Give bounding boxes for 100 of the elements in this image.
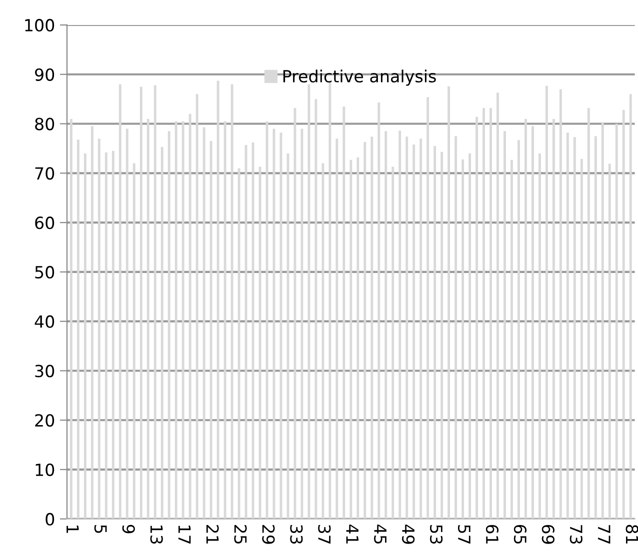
x-tick-label: 49 xyxy=(402,524,415,544)
bar xyxy=(154,85,156,519)
x-tick-label: 29 xyxy=(262,525,275,544)
bar xyxy=(314,99,318,519)
bar xyxy=(398,130,402,519)
bar xyxy=(587,108,590,519)
bar xyxy=(420,138,422,519)
x-tick-label: 81 xyxy=(626,524,638,544)
bar xyxy=(406,136,408,519)
bar xyxy=(118,84,122,519)
bar xyxy=(356,157,360,519)
y-tick-label: 70 xyxy=(35,167,54,180)
bar xyxy=(378,102,380,519)
x-tick-label: 17 xyxy=(178,526,191,544)
y-tick-label: 0 xyxy=(46,512,54,526)
bar xyxy=(364,142,366,519)
bar xyxy=(76,140,80,519)
bar xyxy=(601,122,604,519)
bar xyxy=(510,160,513,519)
bar xyxy=(140,86,142,519)
bar xyxy=(504,131,506,519)
bar xyxy=(608,164,611,519)
bar xyxy=(392,166,394,519)
bar xyxy=(202,127,206,519)
bar xyxy=(412,144,416,519)
bar xyxy=(112,150,114,519)
y-tick-label: 60 xyxy=(35,216,54,230)
x-tick-label: 25 xyxy=(234,525,247,544)
bar xyxy=(559,89,562,519)
bar xyxy=(182,121,184,519)
bar xyxy=(126,128,128,519)
bar xyxy=(322,163,324,519)
bar xyxy=(216,80,220,519)
bar xyxy=(545,86,548,519)
x-tick-label: 65 xyxy=(514,524,526,544)
bar xyxy=(224,121,226,519)
bar xyxy=(454,136,458,519)
bar xyxy=(104,152,108,519)
x-tick-label: 69 xyxy=(542,524,554,544)
bar xyxy=(188,114,192,519)
bar xyxy=(573,137,576,519)
bar xyxy=(615,124,618,519)
y-tick-label: 40 xyxy=(34,315,54,328)
y-tick-label: 50 xyxy=(35,266,54,279)
x-tick-label: 33 xyxy=(290,525,303,544)
bar xyxy=(384,131,388,519)
x-tick-label: 37 xyxy=(318,525,331,544)
x-tick-label: 9 xyxy=(122,524,135,534)
x-tick-label: 1 xyxy=(66,526,79,533)
bar xyxy=(448,86,450,519)
bar xyxy=(98,138,100,519)
bar xyxy=(90,126,94,519)
x-tick-label: 13 xyxy=(150,526,163,544)
bar xyxy=(336,138,338,519)
bar xyxy=(468,153,471,519)
bar xyxy=(531,126,534,519)
x-tick-label: 77 xyxy=(598,525,610,544)
bar xyxy=(210,141,212,519)
bar xyxy=(174,121,178,519)
bar xyxy=(538,153,541,519)
x-tick-label: 21 xyxy=(206,525,219,544)
bar xyxy=(196,94,198,519)
x-tick-label: 41 xyxy=(346,524,358,544)
y-tick-label: 20 xyxy=(35,414,54,427)
bar xyxy=(524,118,527,519)
bar xyxy=(300,128,304,519)
y-tick-label: 90 xyxy=(35,68,54,81)
bar xyxy=(168,131,170,519)
y-tick-label: 10 xyxy=(36,463,54,476)
bar xyxy=(476,116,478,519)
bar xyxy=(566,132,569,519)
bar xyxy=(518,140,520,519)
bar xyxy=(629,94,632,519)
bar xyxy=(490,108,492,519)
bar xyxy=(146,118,150,519)
x-tick-label: 73 xyxy=(570,525,582,544)
y-tick-label: 30 xyxy=(35,364,54,378)
x-tick-label: 5 xyxy=(94,525,107,533)
bar xyxy=(594,136,597,519)
bar xyxy=(280,132,282,519)
bar xyxy=(580,158,583,519)
x-tick-label: 45 xyxy=(374,524,386,544)
bar xyxy=(286,153,290,519)
bar xyxy=(434,146,436,519)
bar xyxy=(132,163,136,519)
legend-label: Predictive analysis xyxy=(283,70,436,86)
bar xyxy=(370,136,374,519)
bar xyxy=(462,159,464,519)
x-tick-label: 61 xyxy=(486,524,499,544)
y-tick-label: 80 xyxy=(35,118,54,130)
y-tick-label: 100 xyxy=(25,18,54,32)
bar xyxy=(622,110,625,519)
bar xyxy=(160,146,164,519)
bar xyxy=(294,108,296,519)
bar xyxy=(308,84,310,519)
x-tick-label: 57 xyxy=(458,525,470,544)
bar xyxy=(482,108,485,519)
bar xyxy=(552,118,555,519)
bar xyxy=(440,152,444,519)
bar xyxy=(350,160,352,519)
